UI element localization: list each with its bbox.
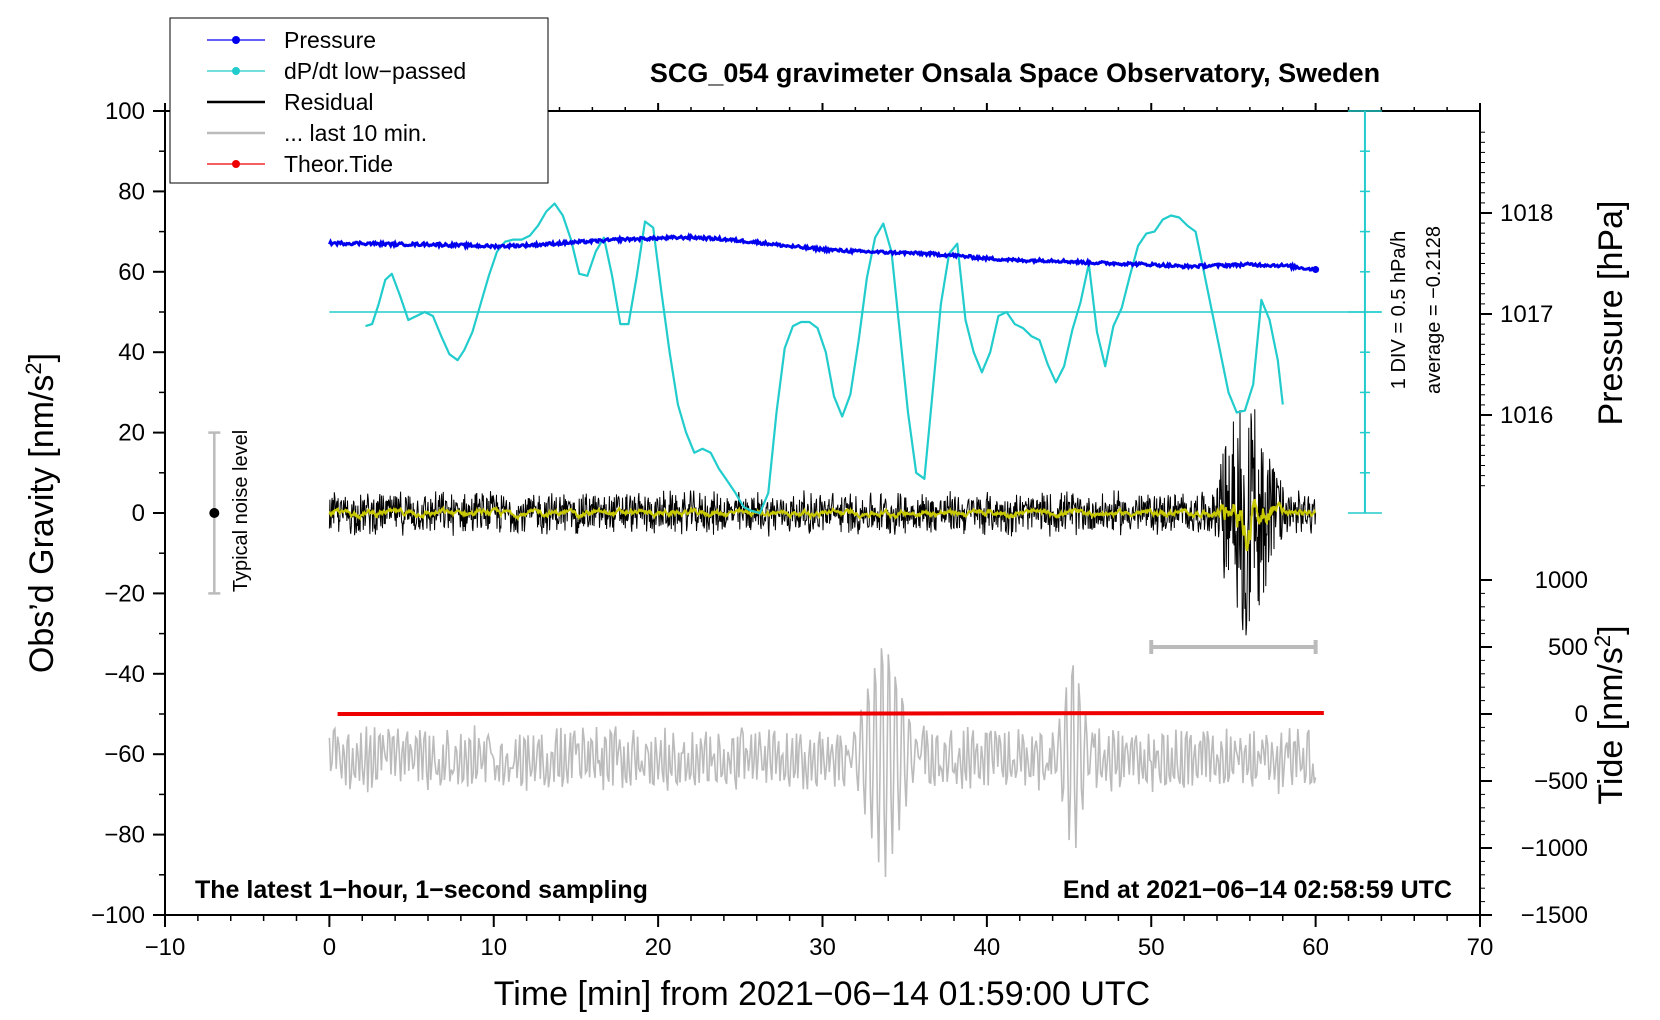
x-tick-label: 0	[323, 934, 336, 961]
y-tick-label: −80	[104, 822, 145, 849]
y-axis-tide: −1500 −1000 −500 0 500 1000	[1480, 567, 1588, 929]
typical-noise-bar	[208, 431, 221, 595]
tide-tick-label: −500	[1534, 768, 1588, 795]
last-10-min-series	[328, 648, 1317, 878]
noise-bar-center-dot	[209, 508, 220, 518]
y-tick-label: 60	[118, 259, 145, 286]
pressure-tick-label: 1016	[1500, 402, 1553, 429]
x-tick-label: 30	[809, 934, 836, 961]
tide-tick-label: −1000	[1521, 835, 1588, 862]
chart-title: SCG_054 gravimeter Onsala Space Observat…	[650, 58, 1380, 88]
legend-label: dP/dt low−passed	[284, 58, 466, 84]
dpdt-average-label: average = −0.2128	[1423, 226, 1445, 394]
end-time-annotation: End at 2021−06−14 02:58:59 UTC	[1063, 876, 1452, 904]
y-axis-gravity: −100 −80 −60 −40 −20 0 20 40 60 80 100	[91, 98, 165, 929]
pressure-end-marker	[1312, 266, 1320, 274]
y-axis-tide-title: Tide [nm/s2]	[1590, 625, 1630, 804]
legend-label: Theor.Tide	[284, 151, 393, 177]
x-tick-label: 60	[1302, 934, 1329, 961]
legend-label: Pressure	[284, 27, 376, 53]
y-tick-label: 0	[132, 500, 145, 527]
dpdt-series	[365, 202, 1284, 515]
legend-label: Residual	[284, 89, 374, 115]
y-tick-label: 100	[105, 98, 145, 125]
x-axis: −10 0 10 20 30 40 50 60 70	[145, 103, 1494, 961]
x-tick-label: −10	[145, 934, 186, 961]
tide-tick-label: 1000	[1535, 567, 1588, 594]
pressure-tick-label: 1017	[1500, 301, 1553, 328]
legend-label: ... last 10 min.	[284, 120, 427, 146]
pressure-tick-label: 1018	[1500, 200, 1553, 227]
typical-noise-label: Typical noise level	[230, 430, 252, 592]
y-tick-label: −20	[104, 580, 145, 607]
x-tick-label: 70	[1467, 934, 1494, 961]
y-axis-pressure: 1016 1017 1018	[1480, 131, 1553, 487]
legend: Pressure dP/dt low−passed Residual ... last…	[169, 17, 549, 184]
tide-tick-label: 500	[1548, 634, 1588, 661]
x-axis-title: Time [min] from 2021−06−14 01:59:00 UTC	[494, 975, 1150, 1013]
series-layer	[328, 202, 1382, 878]
last-10-min-bar	[1149, 640, 1318, 654]
y-tick-label: 80	[118, 178, 145, 205]
x-tick-label: 10	[480, 934, 507, 961]
legend-marker	[232, 36, 240, 44]
tide-tick-label: 0	[1575, 701, 1588, 728]
pressure-series	[328, 232, 1317, 273]
y-tick-label: 20	[118, 420, 145, 447]
legend-marker	[232, 160, 240, 168]
x-tick-label: 50	[1138, 934, 1165, 961]
y-tick-label: 40	[118, 339, 145, 366]
x-tick-label: 40	[974, 934, 1001, 961]
dpdt-scale-axis	[1347, 110, 1382, 514]
legend-marker	[232, 67, 240, 75]
y-tick-label: −100	[91, 902, 145, 929]
residual-series	[328, 409, 1317, 636]
x-tick-label: 20	[645, 934, 672, 961]
y-tick-label: −60	[104, 741, 145, 768]
residual-smoothed-series	[328, 498, 1317, 552]
sampling-annotation: The latest 1−hour, 1−second sampling	[195, 876, 648, 904]
legend-box	[169, 17, 549, 184]
tide-tick-label: −1500	[1521, 902, 1588, 929]
theoretical-tide-series	[337, 711, 1324, 716]
y-tick-label: −40	[104, 661, 145, 688]
y-axis-pressure-title: Pressure [hPa]	[1592, 201, 1630, 426]
dpdt-scale-label: 1 DIV = 0.5 hPa/h	[1388, 231, 1410, 389]
y-axis-left-title: Obs’d Gravity [nm/s2]	[21, 353, 61, 673]
